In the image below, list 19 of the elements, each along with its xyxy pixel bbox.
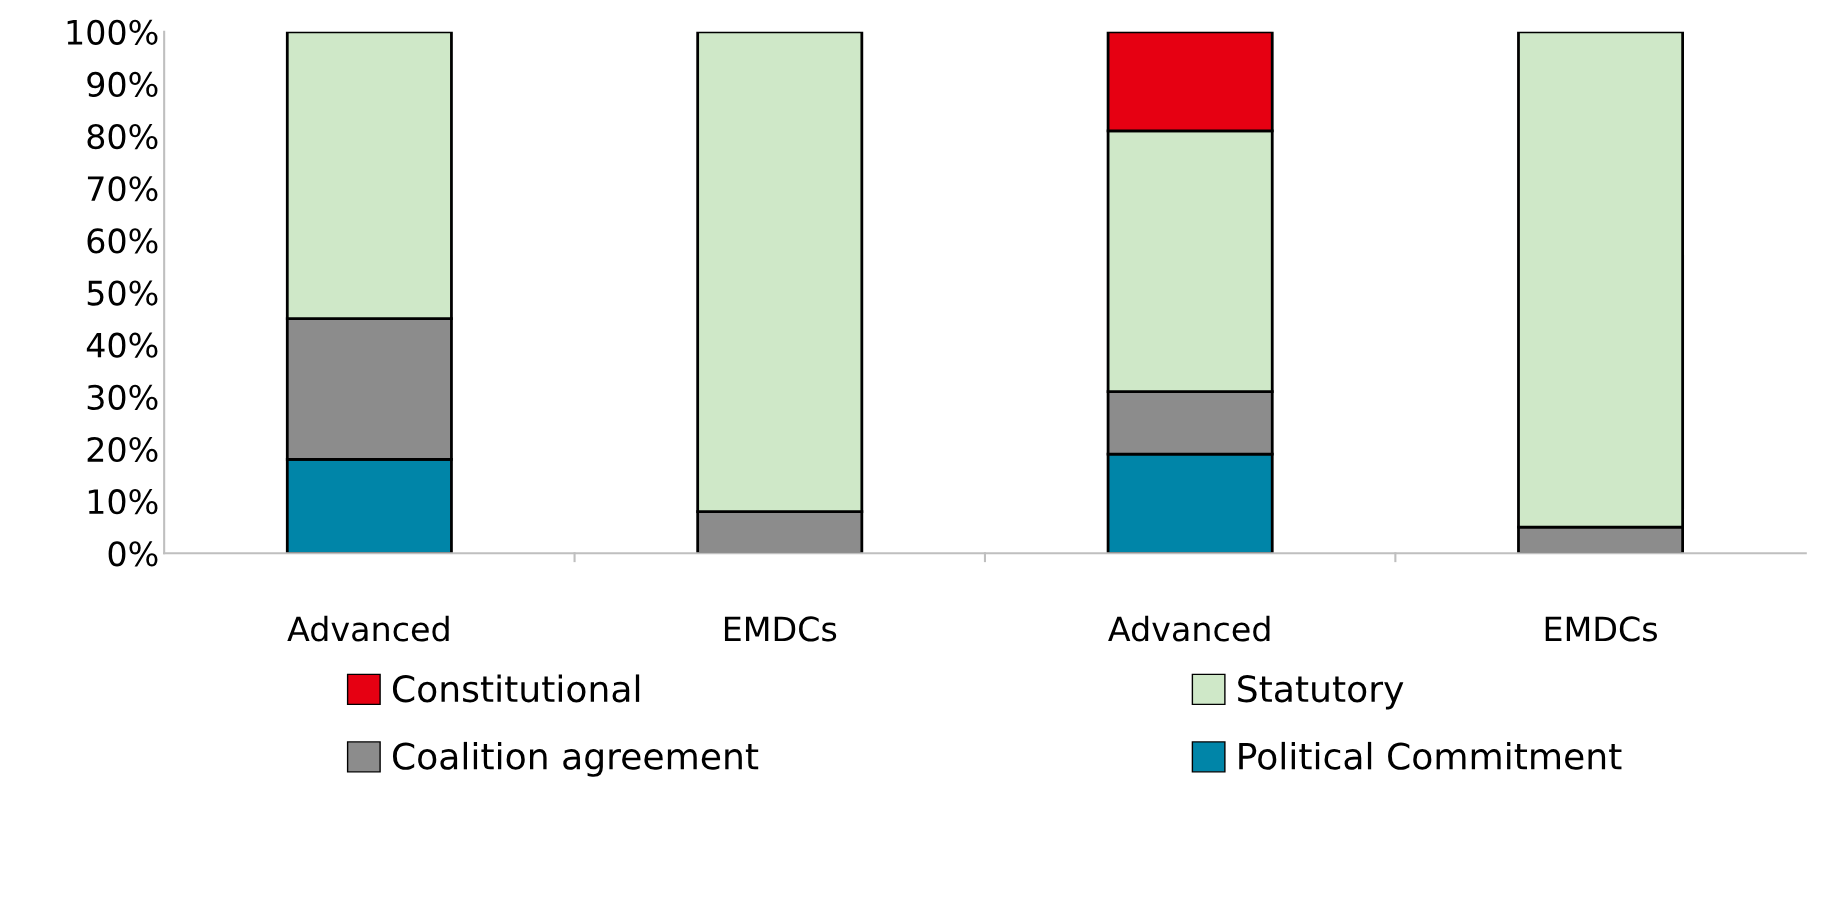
x-tick-label: Advanced [287,615,449,642]
legend-label: Coalition agreement [392,741,759,777]
x-tick-label: EMDCs [724,616,837,642]
legend-label: Constitutional [392,674,640,703]
y-tick-label: 60% [87,228,158,254]
y-tick-label: 70% [87,176,158,202]
legend-label: Political Commitment [1239,741,1622,770]
y-tick-label: 40% [86,332,158,358]
y-tick-label: 50% [87,280,158,306]
y-tick-label: 20% [87,436,158,463]
y-tick-label: 80% [87,123,158,150]
y-tick-label: 10% [88,489,158,515]
y-tick-label: 30% [87,384,158,410]
y-tick-label: 0% [108,541,158,567]
y-tick-label: 100% [67,19,158,45]
legend-label: Statutory [1238,675,1404,710]
y-tick-label: 90% [87,71,158,98]
x-tick-label: Advanced [1108,615,1270,642]
x-tick-label: EMDCs [1545,616,1657,642]
